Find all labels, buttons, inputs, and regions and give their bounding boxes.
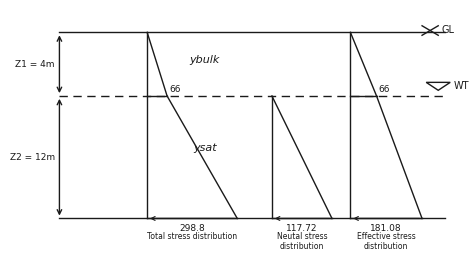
Text: 117.72: 117.72	[286, 224, 318, 233]
Text: ybulk: ybulk	[190, 55, 220, 65]
Text: ysat: ysat	[193, 143, 217, 153]
Text: Effective stress
distribution: Effective stress distribution	[357, 232, 416, 251]
Text: Z2 = 12m: Z2 = 12m	[9, 153, 55, 162]
Text: 298.8: 298.8	[179, 224, 205, 233]
Text: 66: 66	[379, 85, 391, 94]
Text: 66: 66	[169, 85, 181, 94]
Text: Z1 = 4m: Z1 = 4m	[15, 60, 55, 69]
Text: WT: WT	[454, 81, 469, 91]
Text: Neutal stress
distribution: Neutal stress distribution	[277, 232, 327, 251]
Text: Total stress distribution: Total stress distribution	[147, 232, 237, 240]
Text: 181.08: 181.08	[371, 224, 402, 233]
Text: GL: GL	[442, 25, 455, 35]
